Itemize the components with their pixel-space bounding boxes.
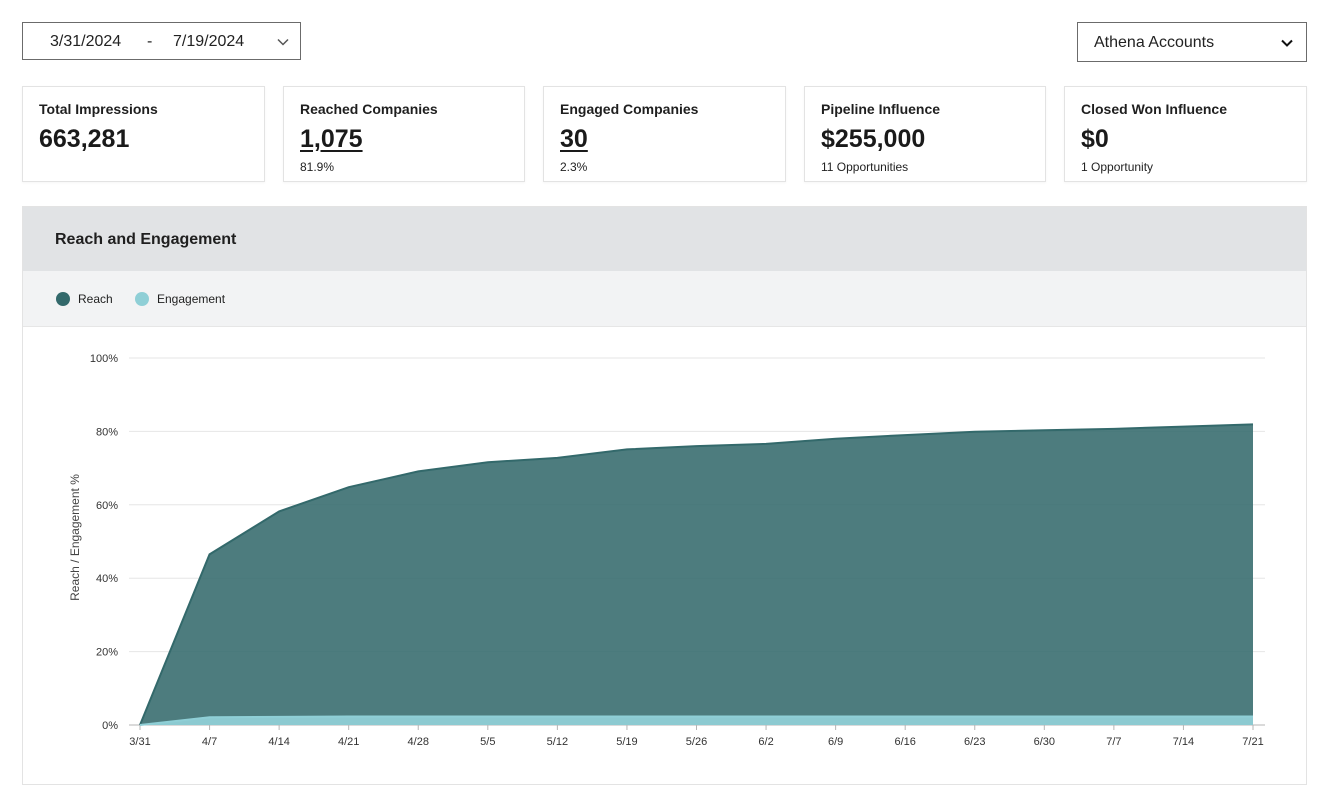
chart-legend: Reach Engagement: [23, 271, 1306, 327]
account-select[interactable]: Athena Accounts: [1077, 22, 1307, 62]
area-chart: 0% 20% 40% 60% 80% 100% 3/31 4/7 4/14 4/21 4/28 5/5…: [68, 353, 1265, 748]
legend-label: Reach: [78, 292, 113, 306]
date-range-picker[interactable]: 3/31/2024 - 7/19/2024: [22, 22, 301, 60]
x-tick-label: 6/30: [1034, 736, 1055, 748]
x-tick-label: 4/14: [268, 736, 289, 748]
kpi-title: Pipeline Influence: [821, 101, 941, 117]
x-tick-label: 4/7: [202, 736, 217, 748]
legend-item-reach[interactable]: Reach: [56, 292, 113, 306]
kpi-value-link[interactable]: 30: [560, 125, 588, 153]
kpi-subtext: 11 Opportunities: [821, 160, 909, 174]
legend-label: Engagement: [157, 292, 226, 306]
reach-line: [139, 423, 1254, 726]
legend-swatch-reach: [56, 292, 70, 306]
kpi-value: $255,000: [821, 125, 926, 153]
x-tick-label: 5/5: [480, 736, 495, 748]
panel-header: Reach and Engagement: [23, 207, 1306, 271]
engagement-line: [139, 715, 1253, 726]
x-tick-label: 6/9: [828, 736, 843, 748]
x-tick-label: 5/12: [547, 736, 568, 748]
legend-swatch-engagement: [135, 292, 149, 306]
date-separator: -: [147, 33, 153, 50]
kpi-value: $0: [1081, 125, 1109, 153]
reach-engagement-panel: Reach and Engagement Reach Engagement 0%…: [22, 206, 1307, 785]
date-end: 7/19/2024: [173, 33, 245, 50]
kpi-value: 663,281: [39, 125, 130, 153]
kpi-closed-won-influence: Closed Won Influence $0 1 Opportunity: [1064, 86, 1307, 182]
x-tick-label: 6/2: [758, 736, 773, 748]
engagement-area: [140, 716, 1253, 725]
chevron-down-icon: [277, 38, 289, 46]
y-tick-label: 40%: [96, 573, 118, 585]
account-select-value: Athena Accounts: [1094, 34, 1215, 51]
kpi-title: Reached Companies: [300, 101, 438, 117]
y-tick-label: 80%: [96, 426, 118, 438]
legend-item-engagement[interactable]: Engagement: [135, 292, 225, 306]
x-tick-label: 4/21: [338, 736, 359, 748]
y-tick-label: 20%: [96, 647, 118, 659]
x-tick-label: 5/19: [616, 736, 637, 748]
y-axis-label: Reach / Engagement %: [68, 474, 82, 601]
x-tick-label: 7/14: [1173, 736, 1194, 748]
y-tick-label: 100%: [90, 353, 118, 365]
kpi-pipeline-influence: Pipeline Influence $255,000 11 Opportuni…: [804, 86, 1046, 182]
kpi-title: Total Impressions: [39, 101, 158, 117]
y-tick-label: 0%: [102, 720, 118, 732]
kpi-engaged-companies: Engaged Companies 30 2.3%: [543, 86, 786, 182]
y-tick-label: 60%: [96, 500, 118, 512]
kpi-subtext: 1 Opportunity: [1081, 160, 1154, 174]
date-start: 3/31/2024: [50, 33, 122, 50]
kpi-title: Engaged Companies: [560, 101, 699, 117]
x-tick-label: 3/31: [129, 736, 150, 748]
x-tick-label: 5/26: [686, 736, 707, 748]
kpi-value-link[interactable]: 1,075: [300, 125, 363, 153]
panel-title: Reach and Engagement: [55, 231, 237, 248]
kpi-reached-companies: Reached Companies 1,075 81.9%: [283, 86, 525, 182]
x-tick-label: 6/23: [964, 736, 985, 748]
x-tick-label: 7/7: [1106, 736, 1121, 748]
kpi-total-impressions: Total Impressions 663,281: [22, 86, 265, 182]
x-tick-label: 7/21: [1242, 736, 1263, 748]
chevron-down-icon: [1281, 39, 1293, 47]
kpi-subtext: 81.9%: [300, 160, 335, 174]
reach-area: [140, 424, 1253, 725]
kpi-subtext: 2.3%: [560, 160, 588, 174]
x-tick-label: 4/28: [408, 736, 429, 748]
kpi-title: Closed Won Influence: [1081, 101, 1227, 117]
x-tick-label: 6/16: [894, 736, 915, 748]
